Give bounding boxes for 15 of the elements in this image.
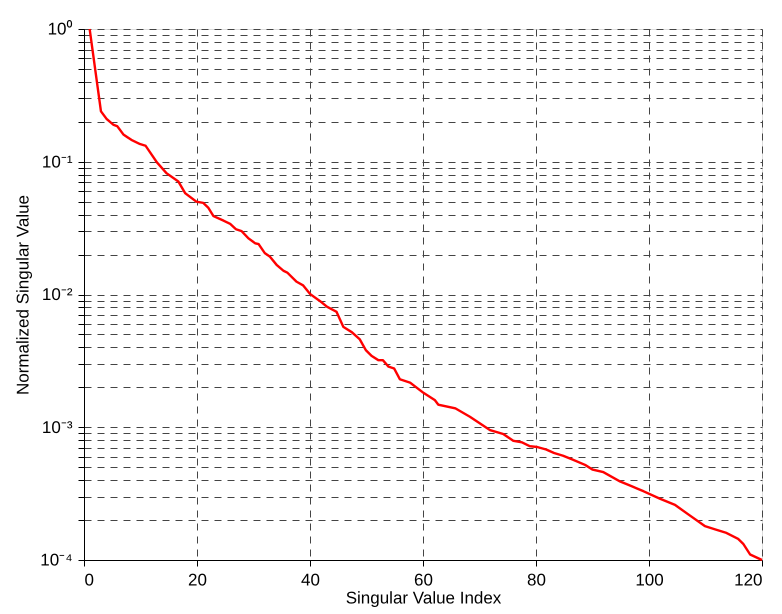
- y-tick-label: 10⁻³: [42, 418, 73, 437]
- x-tick-label: 0: [84, 570, 94, 590]
- x-tick-label: 80: [527, 570, 546, 590]
- y-tick-label: 10⁻²: [42, 285, 73, 304]
- x-tick-label: 20: [188, 570, 207, 590]
- y-tick-label: 10⁰: [48, 20, 72, 38]
- x-tick-label: 40: [301, 570, 320, 590]
- x-tick-label: 60: [414, 570, 433, 590]
- y-axis-title: Normalized Singular Value: [13, 194, 32, 396]
- x-axis-title: Singular Value Index: [346, 588, 502, 608]
- x-tick-label: 100: [635, 570, 664, 590]
- x-tick-label: 120: [734, 570, 762, 590]
- y-tick-label: 10⁻⁴: [40, 550, 72, 570]
- y-tick-label: 10⁻¹: [42, 152, 73, 172]
- line-series: [88, 28, 764, 562]
